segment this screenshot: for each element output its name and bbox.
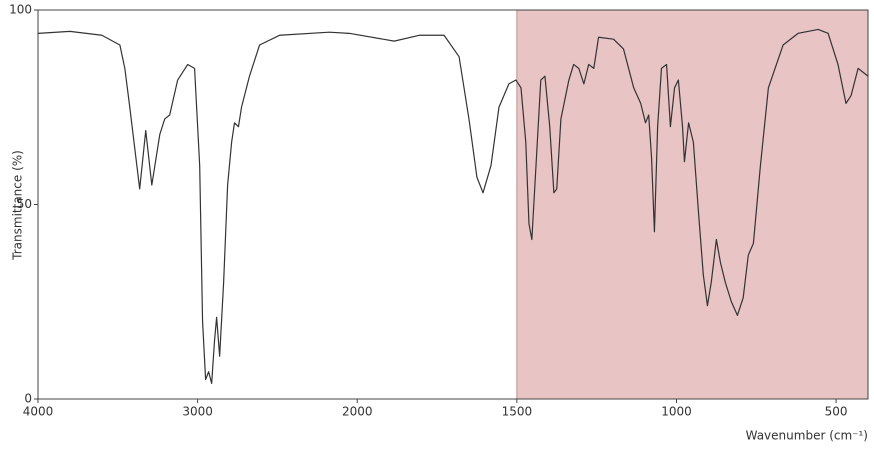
x-tick-label: 1000 — [661, 405, 692, 419]
spectrum-line — [37, 28, 869, 385]
y-tick-label: 50 — [17, 197, 32, 211]
x-tick-label: 500 — [825, 405, 848, 419]
x-tick-label: 4000 — [23, 405, 54, 419]
shaded-region — [516, 9, 869, 400]
x-tick-label: 1500 — [502, 405, 533, 419]
y-tick-label: 100 — [9, 3, 32, 17]
x-tick-label: 2000 — [342, 405, 373, 419]
x-tick-label: 3000 — [182, 405, 213, 419]
y-tick-label: 0 — [24, 392, 32, 406]
y-axis-title: Transmittance (%) — [11, 150, 25, 261]
x-axis-title: Wavenumber (cm⁻¹) — [746, 429, 868, 443]
